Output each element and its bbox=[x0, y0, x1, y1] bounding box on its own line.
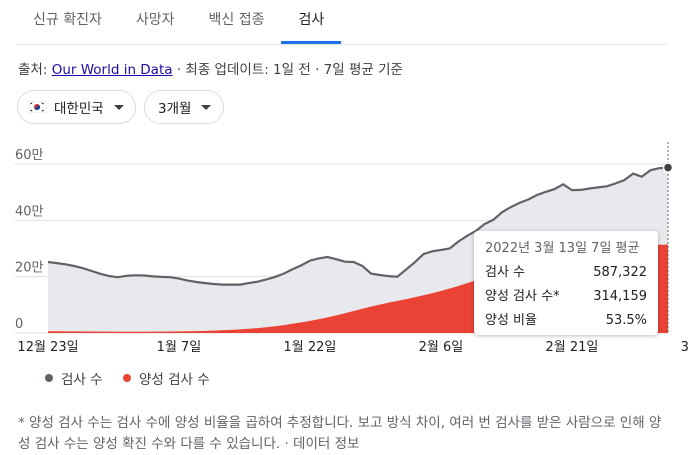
source-suffix: · 최종 업데이트: 1일 전 · 7일 평균 기준 bbox=[172, 62, 403, 78]
tooltip-row-value: 587,322 bbox=[593, 265, 647, 280]
chart-tooltip: 2022년 3월 13일 7일 평균 검사 수 587,322 양성 검사 수*… bbox=[474, 231, 658, 335]
chevron-down-icon bbox=[113, 104, 124, 110]
x-tick-label: 1월 22일 bbox=[284, 340, 337, 355]
hover-point bbox=[662, 162, 674, 173]
tab-bar: 신규 확진자 사망자 백신 접종 검사 bbox=[16, 0, 668, 45]
tooltip-row: 양성 비율 53.5% bbox=[474, 309, 658, 333]
chevron-down-icon bbox=[201, 104, 212, 110]
x-tick-label: 1월 7일 bbox=[157, 340, 202, 355]
tooltip-row-label: 양성 검사 수* bbox=[485, 289, 560, 304]
south-korea-flag-icon bbox=[27, 100, 47, 114]
legend-dot-tests bbox=[45, 374, 53, 382]
x-tick-label: 12월 23일 bbox=[17, 340, 78, 355]
legend-dot-positive bbox=[123, 374, 131, 382]
tooltip-row: 검사 수 587,322 bbox=[474, 261, 658, 285]
tab-deaths[interactable]: 사망자 bbox=[135, 12, 175, 28]
y-tick-label: 40만 bbox=[15, 204, 44, 219]
range-label: 3개월 bbox=[158, 101, 192, 117]
tab-vaccinations[interactable]: 백신 접종 bbox=[208, 12, 265, 28]
tooltip-row-label: 검사 수 bbox=[485, 265, 526, 280]
tests-line bbox=[47, 166, 669, 286]
tooltip-row-value: 314,159 bbox=[593, 289, 647, 304]
country-dropdown[interactable]: 대한민국 bbox=[17, 90, 136, 124]
source-prefix: 출처: bbox=[18, 62, 52, 78]
y-tick-label: 20만 bbox=[15, 261, 44, 276]
tab-new-cases[interactable]: 신규 확진자 bbox=[33, 12, 102, 28]
y-tick-label: 60만 bbox=[15, 148, 44, 163]
x-tick-label: 2월 6일 bbox=[419, 340, 464, 355]
country-label: 대한민국 bbox=[54, 101, 104, 117]
legend-label-tests: 검사 수 bbox=[61, 372, 103, 388]
x-tick-label: 2월 21일 bbox=[546, 340, 599, 355]
legend-item-tests: 검사 수 bbox=[45, 368, 103, 388]
source-line: 출처: Our World in Data · 최종 업데이트: 1일 전 · … bbox=[18, 58, 403, 78]
tooltip-row-label: 양성 비율 bbox=[485, 313, 537, 328]
x-tick-label: 3월 8일 bbox=[681, 340, 688, 355]
legend-item-positive: 양성 검사 수 bbox=[123, 368, 210, 388]
tooltip-row-value: 53.5% bbox=[605, 313, 647, 328]
y-tick-label: 0 bbox=[15, 317, 23, 332]
legend-label-positive: 양성 검사 수 bbox=[139, 372, 210, 388]
source-link[interactable]: Our World in Data bbox=[51, 62, 173, 78]
tooltip-row: 양성 검사 수* 314,159 bbox=[474, 285, 658, 309]
tab-tests[interactable]: 검사 bbox=[281, 0, 342, 44]
footnote: * 양성 검사 수는 검사 수에 양성 비율을 곱하여 추정합니다. 보고 방식… bbox=[18, 415, 662, 452]
tooltip-title: 2022년 3월 13일 7일 평균 bbox=[485, 241, 640, 256]
range-dropdown[interactable]: 3개월 bbox=[144, 90, 224, 124]
